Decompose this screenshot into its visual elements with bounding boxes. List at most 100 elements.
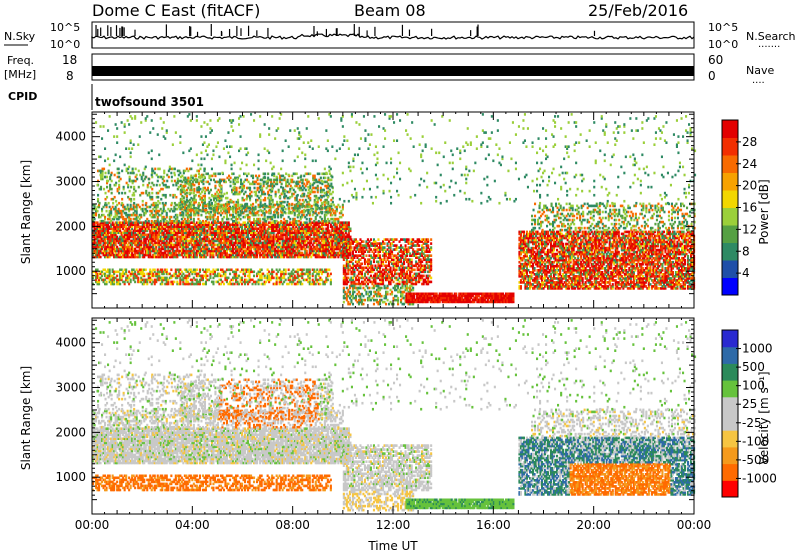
power-cell: [181, 180, 184, 184]
power-cell: [128, 241, 131, 245]
power-cell: [198, 223, 201, 227]
power-cell: [165, 237, 168, 241]
power-cell: [213, 227, 216, 231]
power-cell: [155, 255, 158, 259]
power-cell: [293, 255, 296, 259]
power-cell: [98, 276, 101, 280]
power-cell: [271, 253, 274, 257]
power-cell: [244, 202, 247, 206]
power-cell: [322, 235, 325, 239]
power-cell: [113, 280, 116, 284]
power-cell: [314, 215, 317, 219]
power-cell: [281, 229, 284, 233]
power-cell: [143, 274, 146, 278]
power-cell: [218, 231, 221, 235]
power-cell: [99, 225, 102, 229]
power-cell: [232, 253, 235, 257]
power-cell: [335, 253, 338, 257]
power-cell: [218, 221, 221, 224]
power-cell: [206, 245, 209, 249]
power-cell: [133, 187, 136, 191]
power-cell: [263, 239, 266, 243]
power-cell: [217, 172, 220, 176]
power-cell: [344, 229, 347, 233]
power-cell: [138, 272, 141, 276]
power-cell: [201, 225, 204, 229]
power-cell: [234, 182, 237, 186]
power-cell: [129, 243, 132, 247]
power-cell: [247, 221, 250, 224]
power-cell: [245, 225, 248, 229]
power-cell: [262, 190, 265, 194]
power-cell: [203, 196, 206, 200]
power-cell: [210, 225, 213, 229]
power-cell: [257, 237, 260, 241]
power-cell: [284, 231, 287, 235]
power-cell: [274, 237, 277, 241]
power-cell: [138, 233, 141, 237]
power-cell: [227, 253, 230, 257]
power-cell: [263, 247, 266, 251]
power-cell: [186, 249, 189, 253]
power-cell: [329, 213, 332, 217]
power-cell: [332, 245, 335, 249]
power-cell: [226, 210, 229, 214]
power-cell: [277, 251, 280, 255]
power-cell: [263, 213, 266, 217]
power-cell: [104, 247, 107, 251]
power-cell: [113, 282, 116, 286]
power-cell: [135, 211, 138, 215]
power-cell: [140, 251, 143, 255]
power-cell: [289, 274, 292, 278]
power-cell: [295, 202, 298, 206]
power-cell: [203, 227, 206, 231]
power-cell: [173, 201, 176, 205]
power-cell: [165, 215, 168, 219]
power-cell: [340, 225, 343, 229]
power-cell: [249, 198, 252, 202]
power-cell: [281, 245, 284, 249]
power-cell: [144, 249, 147, 253]
power-cell: [243, 186, 246, 190]
power-cell: [173, 229, 176, 233]
power-cell: [187, 176, 190, 180]
power-cell: [271, 237, 274, 241]
power-cell: [329, 241, 332, 245]
power-cell: [199, 187, 202, 191]
power-cell: [195, 239, 198, 243]
power-cell: [313, 268, 316, 272]
power-cell: [290, 239, 293, 243]
power-cell: [119, 276, 122, 280]
power-cell: [195, 274, 198, 278]
power-cell: [181, 184, 184, 188]
power-cell: [120, 255, 123, 259]
power-cell: [314, 276, 317, 280]
power-cell: [293, 211, 296, 215]
power-cell: [281, 243, 284, 247]
power-cell: [277, 235, 280, 239]
power-cell: [206, 251, 209, 255]
power-cell: [116, 253, 119, 257]
power-cell: [197, 221, 200, 224]
power-cell: [191, 180, 194, 184]
power-cell: [239, 255, 242, 259]
power-cell: [206, 239, 209, 243]
power-cell: [140, 270, 143, 274]
power-cell: [308, 219, 311, 223]
power-cell: [177, 229, 180, 233]
power-cell: [102, 239, 105, 243]
power-cell: [288, 210, 291, 214]
power-cell: [284, 223, 287, 227]
power-cell: [298, 255, 301, 259]
power-cell: [307, 245, 310, 249]
power-cell: [262, 180, 265, 184]
power-cell: [341, 213, 344, 217]
power-cell: [182, 243, 185, 247]
power-cell: [225, 223, 228, 227]
power-cell: [305, 235, 308, 239]
power-cell: [239, 209, 242, 213]
power-cell: [212, 227, 215, 231]
power-cell: [167, 249, 170, 253]
power-cell: [259, 278, 262, 282]
